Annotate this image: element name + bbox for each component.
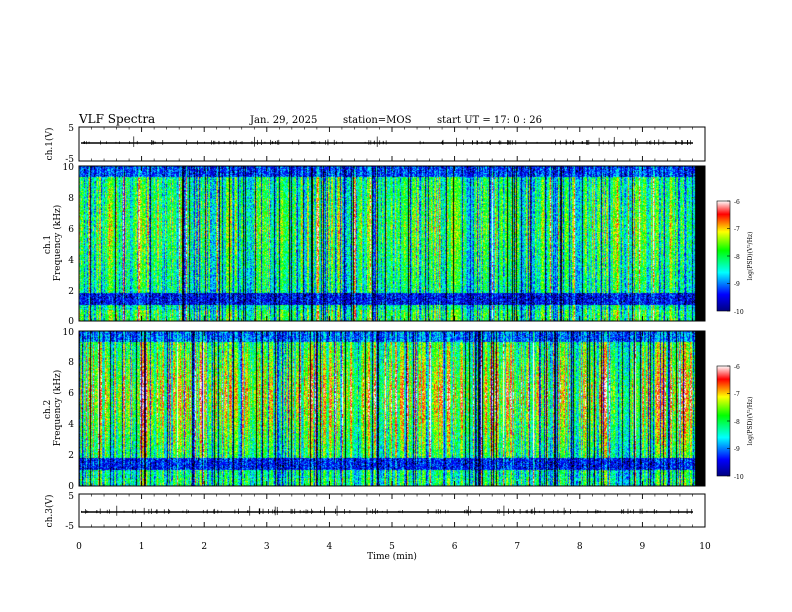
ch1-spectrogram-panel: 0 2 4 6 8 10 ch.1 Frequency (kHz) xyxy=(43,163,706,327)
ch2-colorbar-gradient xyxy=(717,366,730,476)
ch2-cb-tick-m6: -6 xyxy=(734,364,740,371)
ch1-waveform-frame xyxy=(78,126,706,162)
ch1-ylabel-line1: ch.1 xyxy=(43,235,53,254)
ch2-spectrogram-heatmap xyxy=(79,331,705,486)
ch1-ylabel: ch.1(V) xyxy=(44,128,55,161)
ch2-cb-tick-m7: -7 xyxy=(734,391,740,398)
chart-title: VLF Spectra xyxy=(78,112,155,126)
ch3-waveform-panel: 5 -5 ch.3(V) xyxy=(44,492,706,532)
date-label: Jan. 29, 2025 xyxy=(249,115,317,126)
ch2-ylabel-line2: Frequency (kHz) xyxy=(52,370,63,447)
ch1-colorbar-tickmarks xyxy=(727,200,730,312)
ch1-ytick-2: 2 xyxy=(68,287,74,297)
x-tick-label-9: 9 xyxy=(640,542,646,552)
ch1-cb-tick-m6: -6 xyxy=(734,199,740,206)
x-tick-label-6: 6 xyxy=(452,542,458,552)
ch1-ytick-10: 10 xyxy=(63,163,75,173)
ch1-colorbar: -6 -7 -8 -9 -10 log(PSD)(V²/Hz) xyxy=(716,199,754,316)
ch2-colorbar-label: log(PSD)(V²/Hz) xyxy=(747,397,754,446)
ch1-cb-tick-m7: -7 xyxy=(734,226,740,233)
x-tick-label-4: 4 xyxy=(327,542,333,552)
ch1-ytick-top: 5 xyxy=(68,124,74,134)
x-tick-labels: 0 1 2 3 4 5 6 7 8 9 10 xyxy=(76,542,711,552)
x-tick-label-8: 8 xyxy=(577,542,583,552)
ch1-ylabel-line2: Frequency (kHz) xyxy=(52,205,63,282)
ch2-cb-tick-m10: -10 xyxy=(734,474,744,481)
x-axis-label: Time (min) xyxy=(367,551,417,562)
ch2-ytick-8: 8 xyxy=(68,358,74,368)
x-tick-label-3: 3 xyxy=(264,542,270,552)
station-label: station=MOS xyxy=(343,115,412,126)
ch1-ylabel: ch.1 Frequency (kHz) xyxy=(43,205,63,282)
ch2-ytick-4: 4 xyxy=(68,420,74,430)
ch2-ytick-0: 0 xyxy=(68,482,74,492)
x-tick-label-1: 1 xyxy=(139,542,145,552)
x-tick-label-0: 0 xyxy=(76,542,82,552)
ch2-heatmap-container xyxy=(79,331,705,486)
x-tick-label-10: 10 xyxy=(699,542,711,552)
ch1-cb-tick-m8: -8 xyxy=(734,254,740,261)
ch1-spectrogram-heatmap xyxy=(79,166,705,321)
ch1-ytick-8: 8 xyxy=(68,194,74,204)
x-tick-label-2: 2 xyxy=(201,542,207,552)
ch1-heatmap-container xyxy=(79,166,705,321)
ch2-colorbar-tickmarks xyxy=(727,365,730,477)
x-tick-marks xyxy=(78,127,706,527)
start-time-label: start UT = 17: 0 : 26 xyxy=(437,115,542,126)
ch1-waveform-panel: 5 -5 ch.1(V) xyxy=(44,124,706,165)
ch3-spike-marks xyxy=(81,505,693,516)
ch2-ytick-2: 2 xyxy=(68,451,74,461)
ch2-colorbar: -6 -7 -8 -9 -10 log(PSD)(V²/Hz) xyxy=(716,364,754,481)
x-tick-label-5: 5 xyxy=(389,542,395,552)
ch2-ytick-6: 6 xyxy=(68,389,74,399)
ch1-cb-tick-m10: -10 xyxy=(734,309,744,316)
x-tick-label-7: 7 xyxy=(514,542,520,552)
ch1-cb-tick-m9: -9 xyxy=(734,281,740,288)
ch1-ytick-4: 4 xyxy=(68,256,74,266)
ch1-ytick-6: 6 xyxy=(68,225,74,235)
ch2-ylabel: ch.2 Frequency (kHz) xyxy=(43,370,63,447)
ch3-ytick-top: 5 xyxy=(68,492,74,502)
ch2-spectrogram-panel: 0 2 4 6 8 10 ch.2 Frequency (kHz) xyxy=(43,328,706,492)
ch1-colorbar-gradient xyxy=(717,201,730,311)
ch3-ylabel: ch.3(V) xyxy=(44,495,55,528)
ch1-spike-marks xyxy=(83,136,691,147)
ch2-cb-tick-m9: -9 xyxy=(734,446,740,453)
ch2-ytick-10: 10 xyxy=(63,328,75,338)
ch1-ytick-bottom: -5 xyxy=(65,155,74,165)
ch3-ytick-bottom: -5 xyxy=(65,522,74,532)
ch2-ylabel-line1: ch.2 xyxy=(43,400,53,419)
ch1-ytick-0: 0 xyxy=(68,317,74,327)
ch1-colorbar-label: log(PSD)(V²/Hz) xyxy=(747,232,754,281)
ch2-cb-tick-m8: -8 xyxy=(734,419,740,426)
